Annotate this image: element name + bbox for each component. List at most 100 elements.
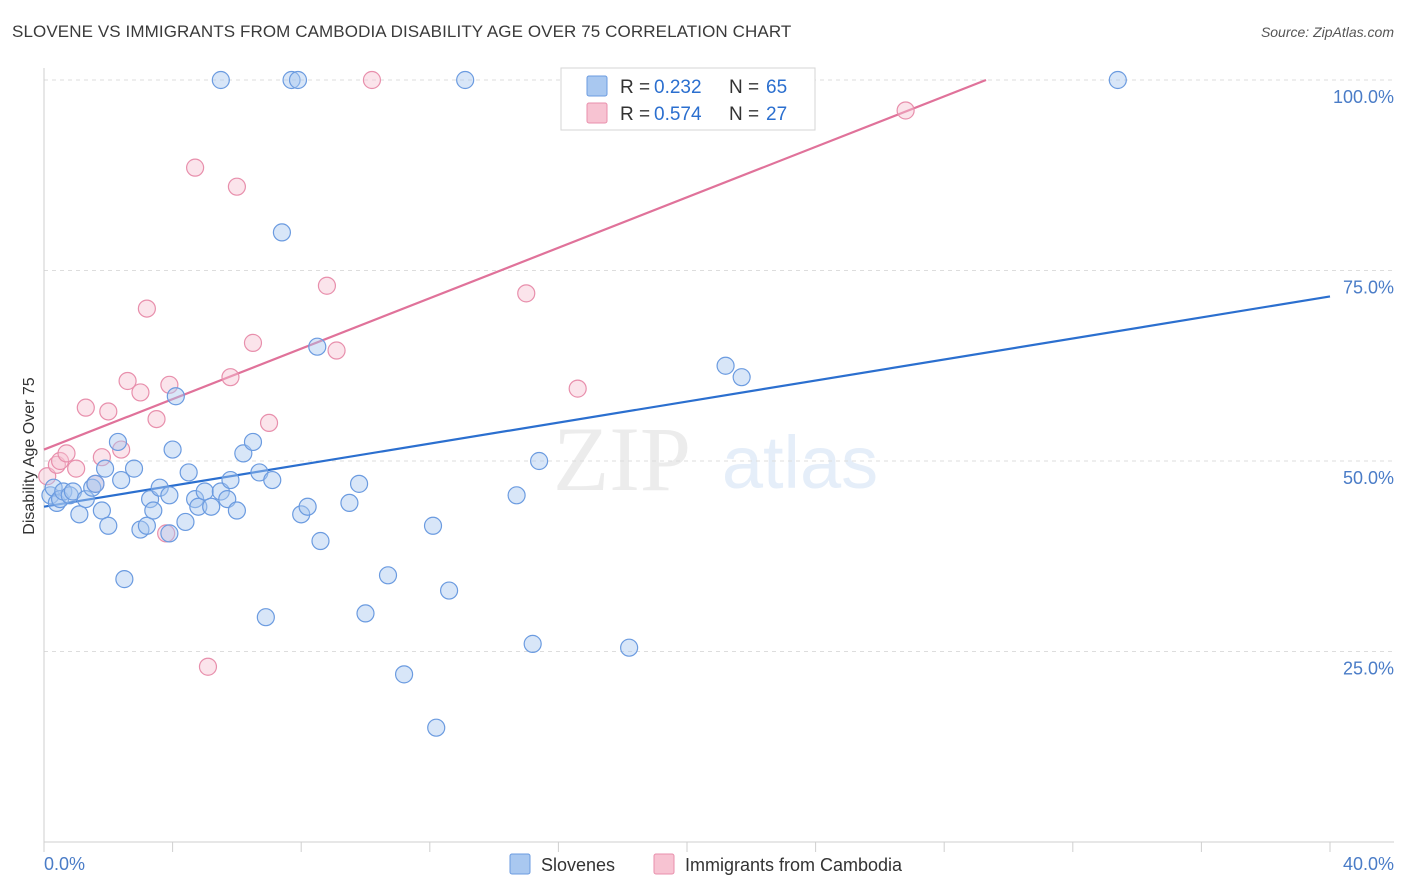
x-tick-label-min: 0.0% <box>44 854 85 874</box>
slovenes-point-41 <box>263 470 282 490</box>
slovenes-point-47 <box>340 493 359 513</box>
slovenes-point-57 <box>530 451 549 471</box>
bottom-legend-swatch-slovenes <box>509 853 531 875</box>
bottom-legend-swatch-cambodia <box>653 853 675 875</box>
slovenes-point-65 <box>1108 70 1127 90</box>
legend-n-label-slovenes: N = <box>729 77 759 98</box>
slovenes-point-60 <box>732 368 751 387</box>
slovenes-point-61 <box>211 70 230 90</box>
slovenes-point-19 <box>137 516 156 535</box>
cambodia-point-10 <box>118 371 137 391</box>
chart-source: Source: ZipAtlas.com <box>1260 24 1394 40</box>
y-tick-label-2: 75.0% <box>1343 278 1394 298</box>
cambodia-point-15 <box>160 375 179 394</box>
cambodia-point-18 <box>221 368 240 387</box>
bottom-legend-label-cambodia: Immigrants from Cambodia <box>685 855 903 875</box>
cambodia-point-3 <box>57 444 76 463</box>
slovenes-point-10 <box>86 474 105 493</box>
slovenes-point-56 <box>523 634 542 653</box>
slovenes-point-40 <box>256 608 275 627</box>
watermark-zip: ZIP <box>553 408 691 510</box>
slovenes-point-48 <box>349 474 369 493</box>
slovenes-point-64 <box>456 70 475 90</box>
cambodia-point-7 <box>92 448 111 467</box>
cambodia-point-11 <box>131 383 150 402</box>
x-tick-label-max: 40.0% <box>1343 854 1394 874</box>
cambodia-point-22 <box>317 276 337 295</box>
slovenes-point-38 <box>243 432 263 452</box>
slovenes-point-13 <box>99 516 118 535</box>
slovenes-point-17 <box>124 459 144 478</box>
cambodia-trend-line <box>43 78 987 451</box>
cambodia-point-19 <box>227 177 246 196</box>
slovenes-point-22 <box>150 478 169 497</box>
slovenes-point-51 <box>394 665 414 684</box>
y-tick-label-3: 100.0% <box>1333 87 1394 107</box>
cambodia-point-17 <box>198 657 218 676</box>
slovenes-point-15 <box>112 470 131 490</box>
axes <box>43 68 1394 852</box>
slovenes-point-8 <box>76 490 95 509</box>
legend-swatch-cambodia <box>586 102 608 124</box>
slovenes-point-14 <box>108 432 128 452</box>
slovenes-point-26 <box>166 387 185 406</box>
slovenes-point-1 <box>44 478 63 497</box>
legend-n-value-cambodia: 27 <box>766 104 787 125</box>
slovenes-point-63 <box>288 70 308 90</box>
slovenes-point-27 <box>176 512 195 532</box>
series-legend: Slovenes Immigrants from Cambodia <box>509 853 903 875</box>
trend-lines <box>43 78 1331 508</box>
cambodia-point-20 <box>243 333 263 352</box>
slovenes-point-7 <box>70 505 89 524</box>
cambodia-point-24 <box>362 70 382 90</box>
cambodia-point-26 <box>568 379 587 398</box>
cambodia-point-16 <box>186 158 205 177</box>
slovenes-point-16 <box>115 570 134 589</box>
legend-r-value-cambodia: 0.574 <box>654 104 702 125</box>
slovenes-point-62 <box>282 70 301 90</box>
slovenes-point-32 <box>202 497 221 516</box>
cambodia-point-27 <box>896 101 915 120</box>
slovenes-point-59 <box>716 356 735 375</box>
legend-swatch-slovenes <box>586 75 608 97</box>
slovenes-point-11 <box>92 501 111 520</box>
watermark-atlas: atlas <box>722 421 878 504</box>
slovenes-point-45 <box>308 337 327 356</box>
y-axis-title: Disability Age Over 75 <box>21 377 38 535</box>
slovenes-point-42 <box>272 223 292 242</box>
cambodia-point-21 <box>259 413 279 432</box>
legend-n-value-slovenes: 65 <box>766 77 787 98</box>
slovenes-point-36 <box>227 501 246 520</box>
cambodia-point-2 <box>50 451 70 471</box>
legend-r-label-cambodia: R = <box>620 104 650 125</box>
slovenes-point-49 <box>356 604 375 623</box>
slovenes-point-31 <box>195 482 214 501</box>
slovenes-point-30 <box>189 497 208 516</box>
slovenes-point-44 <box>298 497 317 516</box>
slovenes-point-25 <box>163 440 182 459</box>
legend-r-label-slovenes: R = <box>620 77 650 98</box>
cambodia-point-8 <box>99 402 118 421</box>
cambodia-point-25 <box>517 284 536 303</box>
slovenes-trend-line <box>43 295 1331 508</box>
legend-n-label-cambodia: N = <box>729 104 759 125</box>
legend-r-value-slovenes: 0.232 <box>654 77 702 98</box>
y-tick-label-1: 50.0% <box>1343 468 1394 488</box>
cambodia-point-5 <box>76 398 95 417</box>
data-points <box>38 70 1127 737</box>
y-tick-label-0: 25.0% <box>1343 659 1394 679</box>
slovenes-point-12 <box>95 459 115 478</box>
slovenes-point-24 <box>160 524 179 543</box>
slovenes-point-43 <box>292 505 311 524</box>
cambodia-point-4 <box>67 459 86 478</box>
slovenes-point-58 <box>620 638 639 657</box>
slovenes-point-46 <box>311 531 330 551</box>
slovenes-point-55 <box>507 486 526 505</box>
correlation-legend: R = 0.232 N = 65 R = 0.574 N = 27 <box>560 67 816 131</box>
slovenes-point-21 <box>144 501 163 520</box>
slovenes-point-52 <box>423 516 443 535</box>
chart-title: SLOVENE VS IMMIGRANTS FROM CAMBODIA DISA… <box>12 22 792 41</box>
cambodia-point-13 <box>147 409 166 429</box>
slovenes-point-23 <box>160 486 179 505</box>
